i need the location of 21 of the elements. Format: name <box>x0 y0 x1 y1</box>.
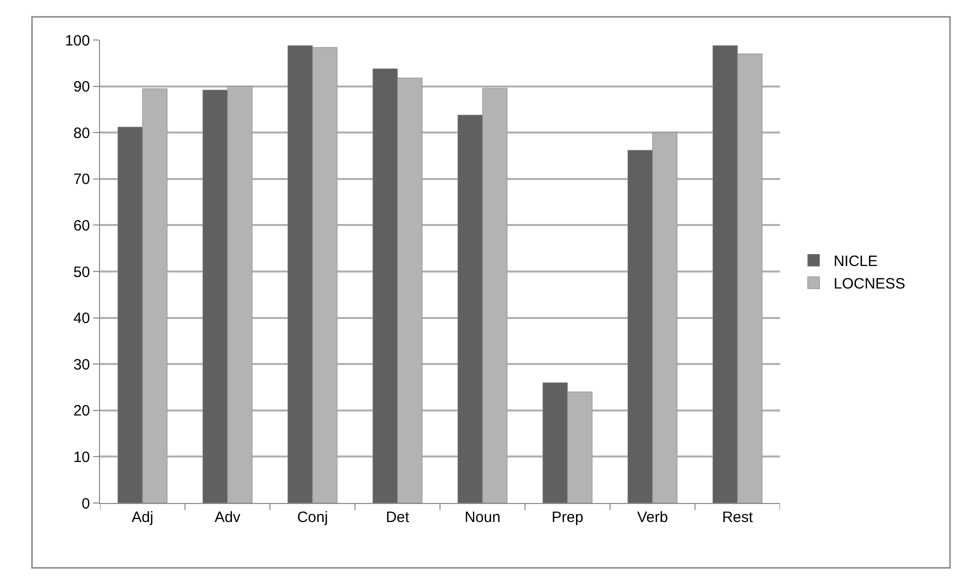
x-tick-label: Noun <box>464 509 500 526</box>
x-tick-label: Rest <box>722 509 754 526</box>
y-tick-label: 0 <box>82 495 90 512</box>
y-tick-label: 60 <box>73 217 90 234</box>
y-tick-label: 100 <box>64 32 90 50</box>
y-tick-label: 20 <box>73 402 90 420</box>
y-tick-label: 10 <box>73 448 90 466</box>
x-tick-label: Det <box>386 509 410 526</box>
y-tick-label: 90 <box>73 78 90 96</box>
y-tick-label: 40 <box>73 310 90 328</box>
x-tick-label: Adj <box>132 509 154 526</box>
y-tick-label: 80 <box>73 124 90 142</box>
y-tick-label: 30 <box>73 356 90 374</box>
y-tick-label: 70 <box>73 171 90 188</box>
x-tick-label: Conj <box>297 509 328 526</box>
x-tick-label: Adv <box>214 509 241 526</box>
x-tick-label: Prep <box>552 509 584 526</box>
y-tick-label: 50 <box>73 264 90 281</box>
legend-label: LOCNESS <box>834 276 906 293</box>
x-tick-label: Verb <box>637 509 668 526</box>
legend-label: NICLE <box>834 253 878 270</box>
